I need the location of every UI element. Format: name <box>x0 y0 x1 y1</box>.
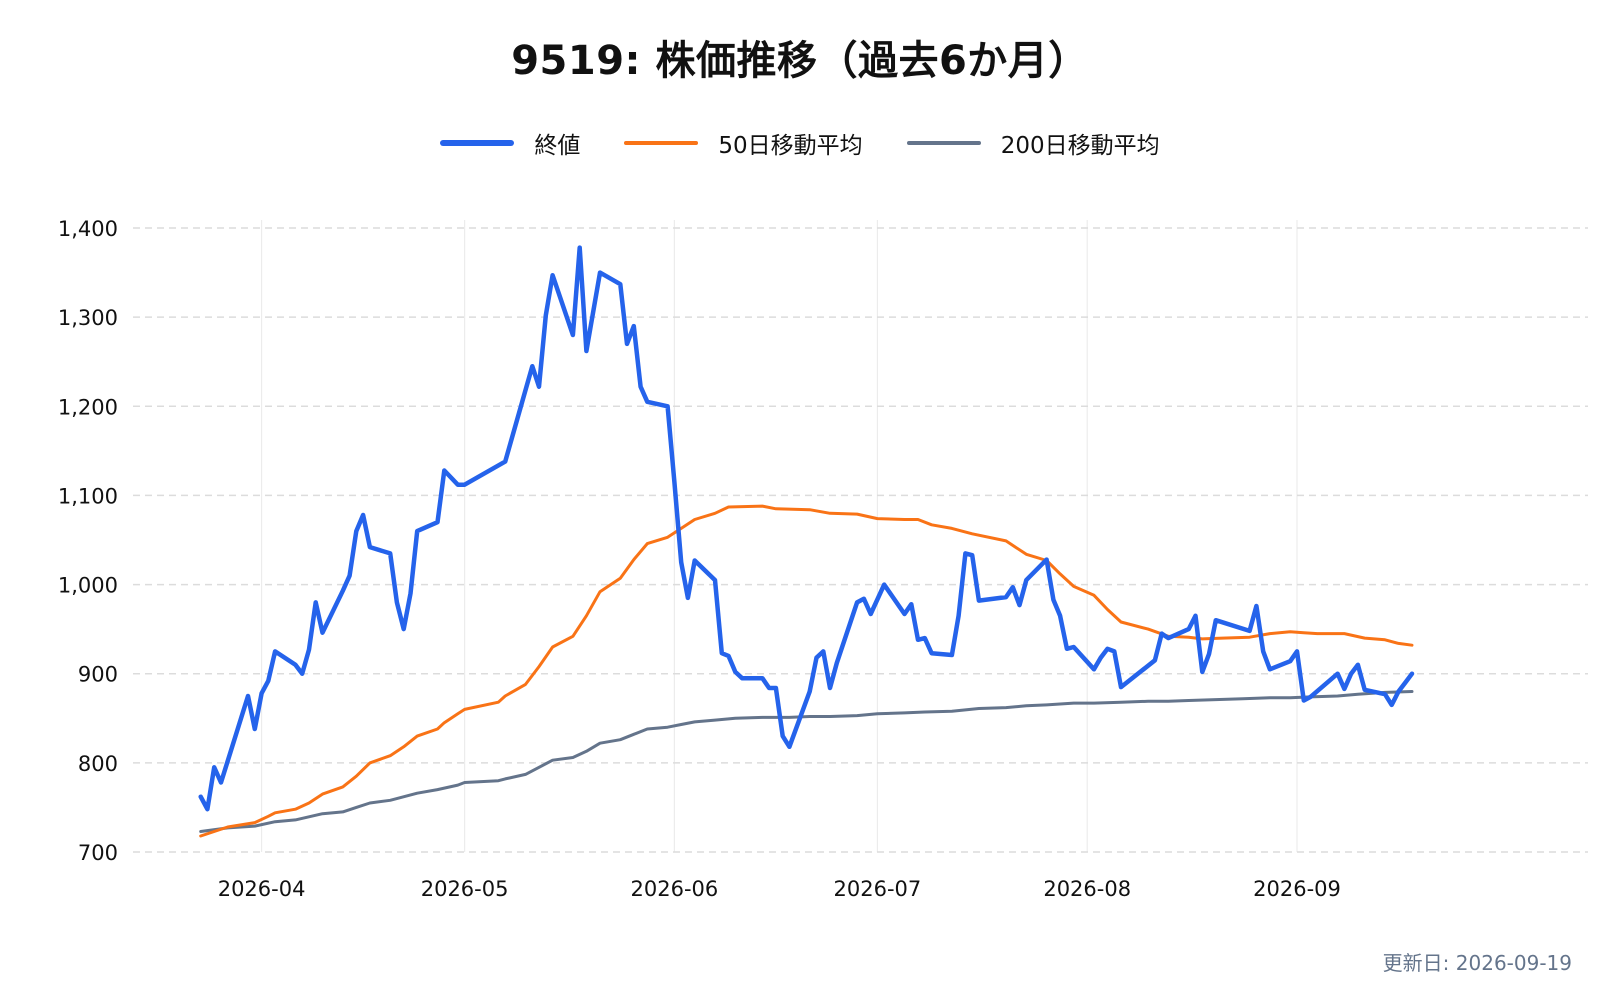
x-tick-label: 2026-06 <box>631 877 719 901</box>
grid-layer <box>133 220 1588 853</box>
x-tick-label: 2026-05 <box>421 877 509 901</box>
y-tick-label: 1,200 <box>58 395 118 419</box>
x-tick-label: 2026-07 <box>834 877 922 901</box>
y-tick-label: 700 <box>78 841 118 865</box>
close-price-line <box>198 245 1415 812</box>
y-tick-label: 800 <box>78 752 118 776</box>
x-tick-label: 2026-04 <box>218 877 306 901</box>
legend-swatch-ma200 <box>906 141 981 145</box>
x-tick-label: 2026-08 <box>1043 877 1131 901</box>
updated-date: 更新日: 2026-09-19 <box>1382 951 1572 975</box>
legend-item-ma50[interactable]: 50日移動平均 <box>624 126 863 160</box>
y-tick-label: 1,000 <box>58 574 118 598</box>
legend-label-ma200: 200日移動平均 <box>1000 133 1160 159</box>
legend: 終値 50日移動平均 200日移動平均 <box>0 126 1600 160</box>
legend-swatch-ma50 <box>624 141 699 145</box>
y-tick-label: 1,300 <box>58 306 118 330</box>
chart-title: 9519: 株価推移（過去6か月） <box>511 38 1089 84</box>
legend-item-ma200[interactable]: 200日移動平均 <box>906 126 1160 160</box>
axis-layer: 2026-04 2026-05 2026-06 2026-07 2026-08 2026-… <box>58 217 1341 901</box>
legend-item-close[interactable]: 終値 <box>440 126 580 160</box>
y-tick-label: 1,400 <box>58 217 118 241</box>
y-tick-label: 900 <box>78 663 118 687</box>
ma50-line <box>199 504 1414 838</box>
y-tick-label: 1,100 <box>58 484 118 508</box>
x-tick-label: 2026-09 <box>1253 877 1341 901</box>
series-layer <box>198 245 1415 838</box>
legend-swatch-close <box>440 140 515 146</box>
legend-label-ma50: 50日移動平均 <box>718 133 863 159</box>
legend-label-close: 終値 <box>534 133 581 159</box>
ma200-line <box>199 690 1414 833</box>
